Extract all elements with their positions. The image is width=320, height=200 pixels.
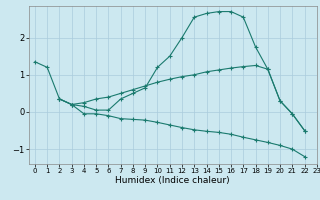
X-axis label: Humidex (Indice chaleur): Humidex (Indice chaleur) (116, 176, 230, 185)
